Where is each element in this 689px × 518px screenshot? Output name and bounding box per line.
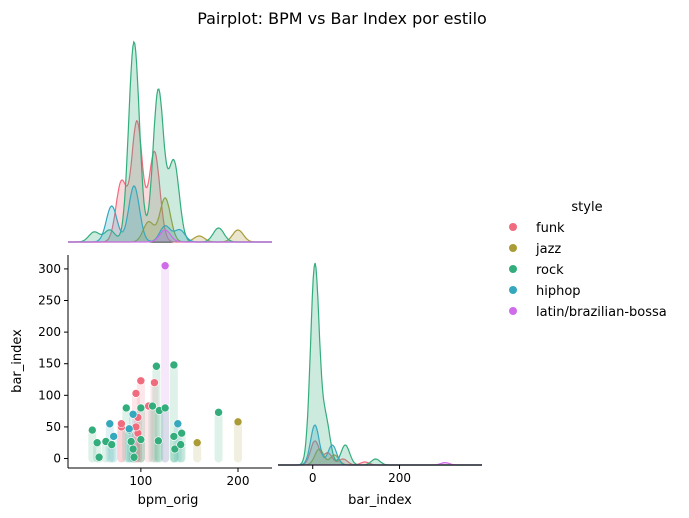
bar-index-kde-panel: 0 200 bar_index — [278, 262, 482, 508]
scatter-point-rock — [107, 440, 117, 449]
scatter-point-hiphop — [128, 409, 138, 419]
kde-line-latin-brazilian-bossa — [68, 229, 272, 243]
point-band-jazz — [234, 421, 242, 463]
bar-index-kde-x-label: bar_index — [348, 493, 412, 508]
point-band-rock — [155, 410, 164, 463]
legend-label-hiphop: hiphop — [536, 284, 581, 299]
bpm-kde-curves — [68, 40, 272, 243]
legend-marker-funk — [509, 223, 517, 231]
bpm-kde-panel — [68, 40, 272, 243]
scatter-point-funk — [136, 376, 146, 386]
legend-label-latin-brazilian-bossa: latin/brazilian-bossa — [536, 305, 667, 320]
point-band-funk — [144, 406, 153, 463]
x-tick-label: 200 — [388, 471, 411, 485]
scatter-point-rock — [121, 403, 131, 413]
scatter-point-funk — [131, 389, 141, 398]
scatter-point-rock — [160, 403, 170, 413]
point-band-rock — [88, 430, 97, 463]
y-tick-label: 150 — [38, 357, 61, 371]
point-band-rock — [101, 441, 110, 463]
legend: style funk jazz rock hiphop latin/brazilian-… — [509, 200, 667, 320]
legend-label-rock: rock — [536, 263, 564, 278]
y-tick-label: 50 — [46, 420, 61, 434]
scatter-x-label: bpm_orig — [138, 493, 199, 508]
point-band-rock — [154, 440, 163, 463]
scatter-point-rock — [152, 361, 161, 371]
scatter-point-funk — [150, 378, 159, 387]
scatter-point-rock — [177, 428, 186, 438]
point-band-rock — [107, 444, 116, 463]
scatter-point-rock — [169, 360, 179, 370]
scatter-panel: 100 200 0 50 100 150 200 250 300 bpm_orig bar_i… — [10, 255, 272, 508]
legend-marker-latin-brazilian-bossa — [509, 307, 517, 315]
scatter-point-hiphop — [109, 432, 118, 441]
chart-title: Pairplot: BPM vs Bar Index por estilo — [197, 9, 487, 28]
scatter-point-rock — [214, 408, 223, 417]
y-tick-label: 250 — [38, 294, 61, 308]
scatter-points — [87, 261, 243, 463]
bar-index-kde-x-ticks: 0 200 — [309, 465, 411, 485]
scatter-point-rock — [92, 438, 102, 448]
bar-index-kde-curves — [278, 262, 482, 466]
scatter-point-rock — [136, 403, 146, 413]
scatter-point-rock — [154, 436, 163, 446]
y-tick-label: 300 — [38, 262, 61, 276]
y-tick-label: 100 — [38, 388, 61, 402]
y-tick-label: 200 — [38, 325, 61, 339]
scatter-x-ticks: 100 200 — [129, 468, 249, 488]
point-band-rock — [161, 407, 170, 463]
scatter-y-label: bar_index — [10, 329, 25, 393]
legend-label-funk: funk — [536, 221, 565, 236]
kde-fill-jazz — [278, 449, 482, 465]
y-tick-label: 0 — [53, 452, 61, 466]
scatter-point-rock — [170, 444, 180, 454]
legend-title: style — [571, 200, 602, 215]
scatter-point-hiphop — [173, 419, 183, 429]
legend-marker-rock — [509, 265, 517, 273]
scatter-point-jazz — [233, 417, 243, 427]
scatter-point-rock — [128, 444, 138, 454]
legend-marker-jazz — [509, 244, 517, 252]
scatter-point-rock — [87, 425, 97, 435]
kde-fill-funk — [68, 120, 272, 242]
legend-label-jazz: jazz — [535, 242, 561, 257]
scatter-point-rock — [148, 401, 157, 411]
scatter-point-rock — [94, 452, 104, 462]
legend-marker-hiphop — [509, 286, 517, 294]
x-tick-label: 0 — [309, 471, 317, 485]
point-band-rock — [148, 406, 157, 463]
point-band-jazz — [193, 442, 202, 463]
kde-fill-latin-brazilian-bossa — [68, 230, 272, 242]
point-band-rock — [214, 412, 223, 463]
scatter-point-hiphop — [105, 419, 115, 429]
scatter-point-funk — [117, 419, 126, 429]
kde-fill-hiphop — [278, 425, 482, 465]
scatter-point-rock — [169, 432, 179, 441]
scatter-point-rock — [129, 452, 139, 462]
scatter-point-rock — [136, 435, 146, 444]
scatter-point-hiphop — [124, 424, 134, 434]
kde-fill-rock — [68, 42, 272, 242]
kde-fill-jazz — [68, 197, 272, 242]
scatter-point-rock — [126, 437, 136, 446]
scatter-y-ticks: 0 50 100 150 200 250 300 — [38, 262, 68, 466]
point-band-latin-brazilian-bossa — [161, 265, 170, 463]
x-tick-label: 200 — [227, 474, 250, 488]
kde-fill-rock — [278, 263, 482, 465]
scatter-point-jazz — [192, 438, 202, 448]
scatter-point-rock — [176, 440, 185, 449]
point-band-funk — [117, 423, 126, 463]
x-tick-label: 100 — [129, 474, 152, 488]
point-band-rock — [136, 439, 145, 463]
point-band-funk — [117, 426, 126, 463]
scatter-point-latin-brazilian-bossa — [160, 261, 170, 271]
